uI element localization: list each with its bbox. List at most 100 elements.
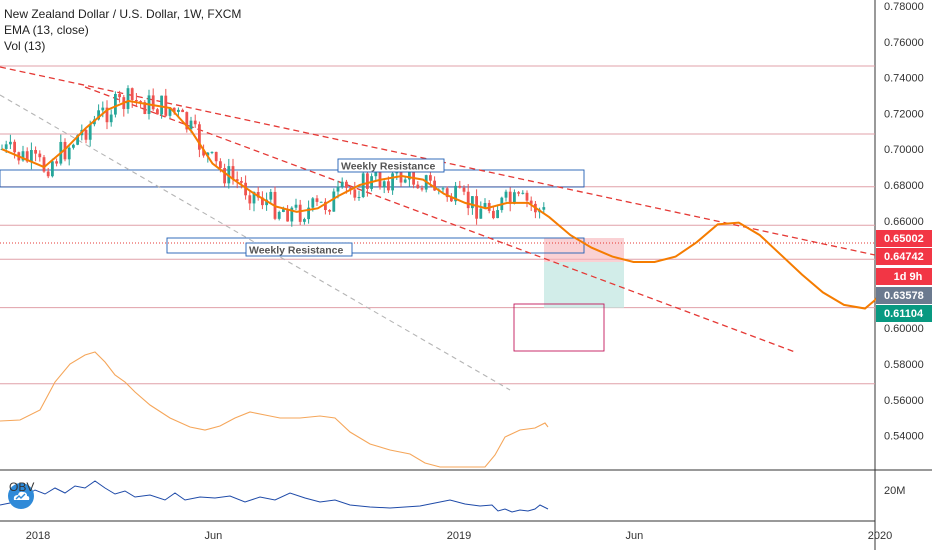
candle-body [340,181,344,187]
price-badge-label: 0.61104 [884,308,924,320]
price-badge-label: 1d 9h [894,271,923,283]
candle-body [114,93,117,115]
candle-body [319,201,323,203]
candle-body [151,95,155,110]
candle-body [416,184,420,189]
annotation-box [337,158,445,173]
candle-body [240,181,243,183]
candle-body [496,210,499,219]
candle-body [412,167,415,185]
candle-body [458,185,462,188]
candle-body [164,95,168,116]
price-tick-label: 0.78000 [884,1,924,13]
ema-indicator-label[interactable]: EMA (13, close) [4,23,89,37]
candle-body [454,185,457,202]
weekly-resistance-lower-box [166,237,585,254]
candle-body [294,204,298,208]
volume-indicator-label[interactable]: Vol (13) [4,39,46,53]
candle-body [181,109,184,113]
candle-body [55,161,58,164]
trendlines [0,66,876,391]
candle-body [542,207,546,210]
candle-body [504,191,508,198]
candle-body [135,100,138,102]
obv-line [0,480,549,513]
candle-body [219,161,222,168]
price-tick-label: 0.54000 [884,431,924,443]
price-tick-label: 0.70000 [884,144,924,156]
grey-trendline [0,94,511,391]
candle-body [126,88,130,109]
candle-body [193,120,197,125]
candle-body [130,88,134,101]
candle-body [420,188,424,190]
price-tick-label: 0.74000 [884,73,924,85]
price-badge-label: 0.63578 [884,290,924,302]
candle-body [466,191,470,209]
price-badge [876,287,932,304]
candle-body [25,151,29,162]
symbol-title[interactable]: New Zealand Dollar / U.S. Dollar, 1W, FX… [4,7,242,21]
short-position-target-zone [544,262,624,308]
candle-body [433,180,436,191]
price-tick-label: 0.60000 [884,323,924,335]
candle-body [38,153,42,158]
candle-body [160,95,163,115]
candle-body [517,192,520,194]
candle-body [4,144,8,149]
price-badge [876,305,932,322]
candle-body [88,124,92,140]
price-axis[interactable]: 0.78000 0.76000 0.74000 0.72000 0.70000 0.680… [884,1,924,443]
price-badge-label: 0.65002 [884,233,924,245]
candle-body [290,207,294,222]
candle-body [521,192,525,194]
candle-body [391,173,394,191]
price-tick-label: 0.56000 [884,395,924,407]
candle-body [118,93,121,98]
price-tick-label: 0.68000 [884,180,924,192]
candle-body [168,107,172,116]
candle-body [13,141,16,153]
candle-body [202,149,205,156]
candle-body [471,196,474,209]
candle-body [185,112,189,130]
candle-body [332,191,336,212]
candle-body [139,101,142,103]
candle-body [475,196,478,219]
candle-body [231,166,235,180]
candle-body [403,179,407,183]
candle-body [9,141,12,145]
annotation-labels: Weekly Resistance Weekly Resistance [245,158,445,257]
weekly-resistance-upper-box [0,169,585,188]
candle-body [72,144,75,148]
time-tick-label: Jun [626,530,644,542]
candle-body [277,211,281,219]
time-tick-label: 2020 [868,530,892,542]
candle-body [105,107,109,123]
candle-body [441,188,445,190]
zones [0,169,624,352]
candle-body [525,192,529,201]
candle-body [315,198,319,202]
time-tick-label: Jun [205,530,223,542]
candle-body [429,175,432,181]
candle-body [282,209,285,212]
price-badge [876,230,932,247]
candle-body [303,219,306,222]
candle-body [34,150,37,154]
price-tick-label: 0.72000 [884,108,924,120]
candle-body [286,209,289,222]
annotation-weekly-resistance-upper: Weekly Resistance [341,161,436,173]
candle-body [261,197,264,206]
candle-body [51,161,54,177]
candle-body [345,181,348,188]
time-axis[interactable]: 2018Jun2019Jun2020Jun2021Jun20 [26,530,932,542]
consolidation-box [513,303,605,352]
candle-body [479,208,483,219]
candle-body [513,192,516,204]
candle-body [244,182,247,196]
candle-body [265,199,268,206]
candle-body [101,107,105,111]
tradingview-logo[interactable] [8,483,34,509]
